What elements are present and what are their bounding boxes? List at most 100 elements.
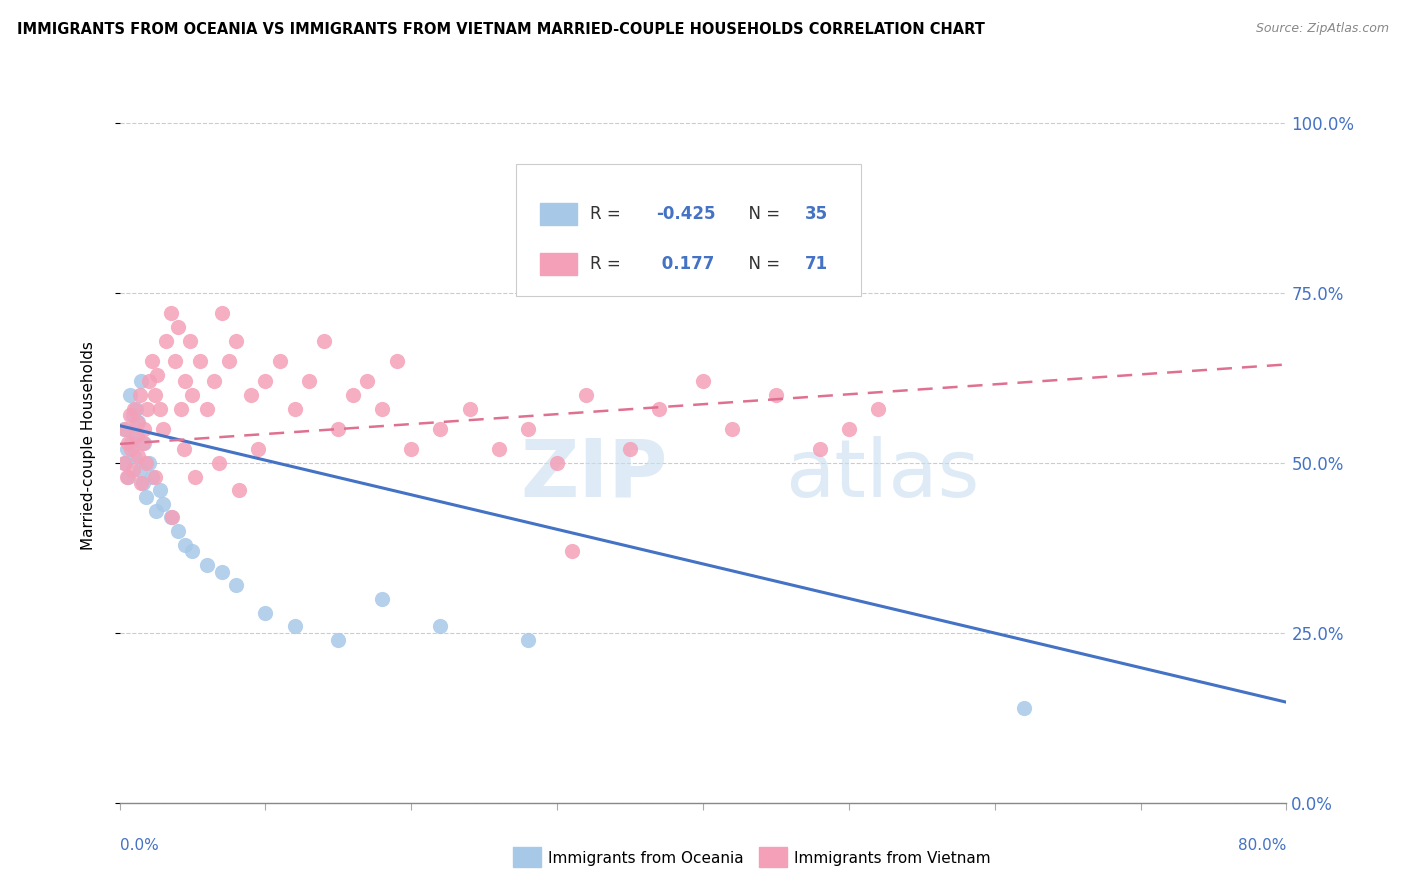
Point <box>122 401 145 416</box>
Point <box>115 469 138 483</box>
Point <box>254 375 277 389</box>
Point <box>546 456 568 470</box>
Text: -0.425: -0.425 <box>657 205 716 223</box>
Point <box>218 354 240 368</box>
Point <box>371 401 394 416</box>
Point <box>181 544 204 558</box>
Text: 71: 71 <box>804 255 828 273</box>
Text: 35: 35 <box>804 205 828 223</box>
Point <box>211 306 233 320</box>
Point <box>208 456 231 470</box>
Point <box>385 354 408 368</box>
Point <box>149 483 172 498</box>
Point <box>269 354 291 368</box>
Point <box>283 401 307 416</box>
Point <box>692 375 714 389</box>
Point <box>195 401 218 416</box>
Bar <box>540 252 576 276</box>
Point <box>458 401 481 416</box>
Point <box>141 469 163 483</box>
Point <box>808 442 831 457</box>
Point <box>135 456 157 470</box>
Point <box>401 442 423 457</box>
Point <box>134 422 156 436</box>
Point <box>342 388 364 402</box>
Point <box>174 537 197 551</box>
Point <box>247 442 270 457</box>
Point <box>120 435 142 450</box>
Point <box>866 401 890 416</box>
Point <box>146 368 169 382</box>
Point <box>225 578 247 592</box>
Point <box>160 510 183 524</box>
Text: Source: ZipAtlas.com: Source: ZipAtlas.com <box>1256 22 1389 36</box>
Text: Immigrants from Oceania: Immigrants from Oceania <box>548 851 744 865</box>
Point <box>648 401 671 416</box>
Point <box>1012 700 1035 714</box>
Point <box>228 483 250 498</box>
Point <box>371 591 394 606</box>
Point <box>356 375 378 389</box>
Point <box>141 354 163 368</box>
Point <box>328 632 350 647</box>
Point <box>166 524 188 538</box>
Point <box>163 354 186 368</box>
Text: R =: R = <box>589 255 626 273</box>
Point <box>118 388 141 402</box>
Point <box>152 422 174 436</box>
Point <box>112 422 135 436</box>
Point <box>155 334 177 348</box>
Point <box>122 449 145 463</box>
Point <box>121 463 143 477</box>
Text: R =: R = <box>589 205 626 223</box>
Text: 0.177: 0.177 <box>657 255 714 273</box>
Point <box>765 388 787 402</box>
Point <box>114 422 136 436</box>
Point <box>181 388 204 402</box>
Point <box>517 422 540 436</box>
Point <box>328 422 350 436</box>
Point <box>135 490 157 504</box>
Point <box>112 456 135 470</box>
Point <box>517 632 540 647</box>
Point <box>125 415 148 429</box>
FancyBboxPatch shape <box>516 164 860 296</box>
Point <box>143 388 166 402</box>
Point <box>173 442 195 457</box>
Point <box>143 469 166 483</box>
Point <box>159 306 181 320</box>
Point <box>124 401 146 416</box>
Point <box>132 435 155 450</box>
Point <box>145 503 167 517</box>
Point <box>117 469 139 483</box>
Point <box>195 558 218 572</box>
Point <box>132 476 155 491</box>
Point <box>202 375 225 389</box>
Point <box>211 565 233 579</box>
Text: IMMIGRANTS FROM OCEANIA VS IMMIGRANTS FROM VIETNAM MARRIED-COUPLE HOUSEHOLDS COR: IMMIGRANTS FROM OCEANIA VS IMMIGRANTS FR… <box>17 22 984 37</box>
Point <box>131 375 153 389</box>
Text: Immigrants from Vietnam: Immigrants from Vietnam <box>794 851 991 865</box>
Point <box>174 375 197 389</box>
Point <box>184 469 207 483</box>
Point <box>152 497 174 511</box>
Point <box>127 415 149 429</box>
Point <box>136 401 159 416</box>
Point <box>283 619 307 633</box>
Point <box>298 375 321 389</box>
Bar <box>540 202 576 226</box>
Point <box>118 409 141 423</box>
Point <box>429 619 451 633</box>
Point <box>121 409 143 423</box>
Point <box>239 388 262 402</box>
Point <box>134 435 156 450</box>
Point <box>575 388 598 402</box>
Point <box>131 476 153 491</box>
Text: N =: N = <box>738 205 786 223</box>
Text: atlas: atlas <box>785 435 979 514</box>
Point <box>127 449 149 463</box>
Point <box>254 606 277 620</box>
Point <box>838 422 860 436</box>
Point <box>138 456 160 470</box>
Point <box>114 456 136 470</box>
